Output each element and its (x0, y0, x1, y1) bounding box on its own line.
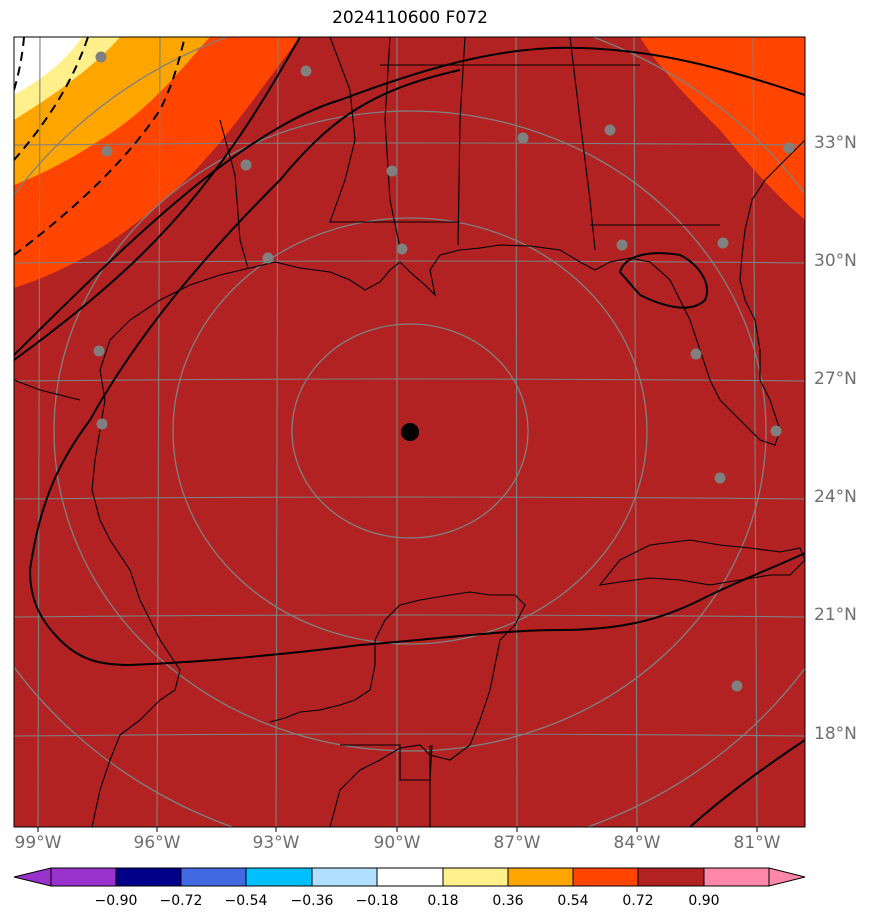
colorbar-label: −0.72 (159, 893, 203, 909)
lat-label: 33°N (814, 133, 857, 153)
colorbar-label: −0.36 (290, 893, 334, 909)
range-rings (14, 37, 805, 827)
colorbar-label: −0.90 (94, 893, 138, 909)
map-frame (13, 36, 806, 828)
coastlines (14, 37, 805, 827)
lon-label: 99°W (14, 833, 62, 853)
colorbar (13, 867, 806, 887)
colorbar-label: 0.72 (622, 893, 654, 909)
lon-label: 84°W (613, 833, 661, 853)
station-markers (93, 51, 795, 692)
lon-label: 90°W (373, 833, 421, 853)
lat-label: 30°N (814, 251, 857, 271)
lon-label: 93°W (252, 833, 300, 853)
ticks (37, 827, 758, 832)
lat-label: 18°N (814, 724, 857, 744)
lat-label: 24°N (814, 487, 857, 507)
colorbar-label: −0.54 (224, 893, 268, 909)
map-area (14, 37, 805, 827)
lat-label: 21°N (814, 605, 857, 625)
colorbar-label: 0.18 (427, 893, 459, 909)
colorbar-extend-low (13, 867, 52, 887)
nw-white-region (14, 37, 82, 95)
lat-label: 27°N (814, 369, 857, 389)
storm-center-marker (401, 423, 419, 441)
colorbar-extend-high (768, 867, 806, 887)
colorbar-label: 0.90 (688, 893, 720, 909)
graticule (14, 37, 805, 827)
lon-label: 96°W (133, 833, 181, 853)
colorbar-label: 0.54 (557, 893, 589, 909)
dashed-contours (14, 37, 186, 256)
colorbar-label: −0.18 (355, 893, 399, 909)
map-title: 2024110600 F072 (332, 8, 488, 28)
lon-label: 81°W (733, 833, 781, 853)
contours (14, 37, 805, 827)
colorbar-label: 0.36 (492, 893, 524, 909)
lon-label: 87°W (493, 833, 541, 853)
